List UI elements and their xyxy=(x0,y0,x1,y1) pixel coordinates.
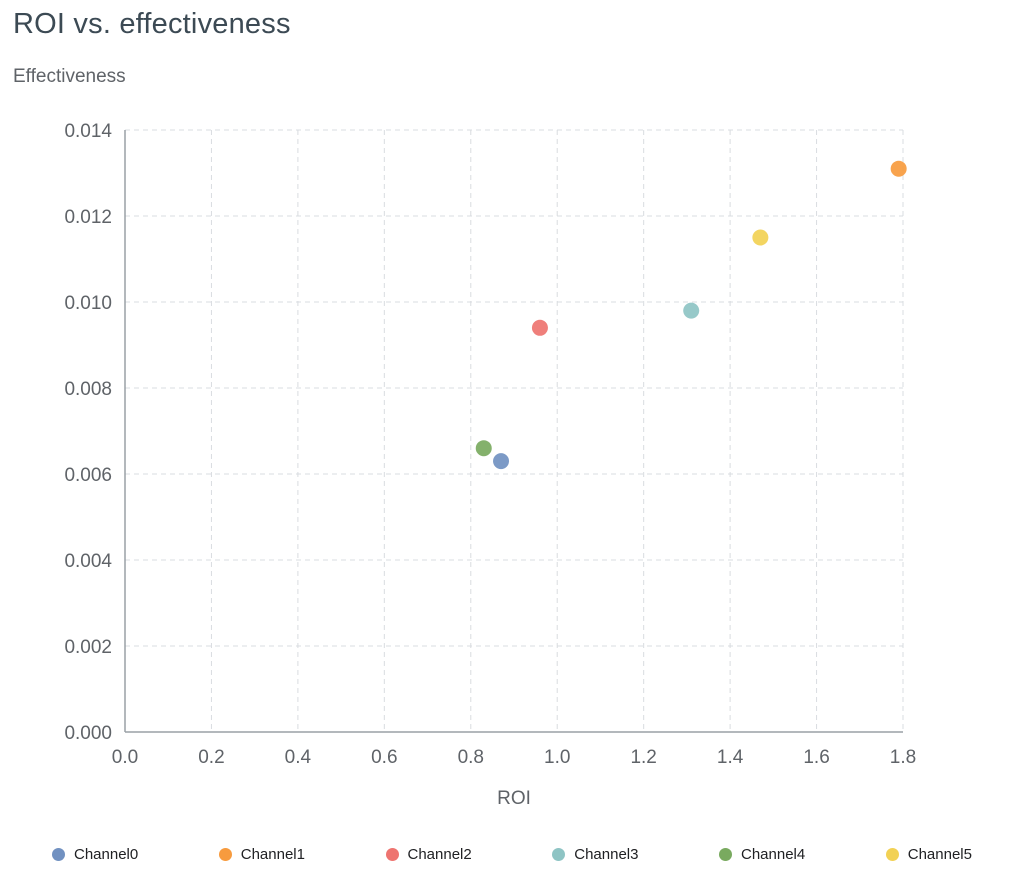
legend-item-channel3[interactable]: Channel3 xyxy=(552,846,638,863)
x-tick-label: 0.6 xyxy=(371,747,397,768)
chart-title: ROI vs. effectiveness xyxy=(13,8,291,40)
legend: Channel0 Channel1 Channel2 Channel3 Channel4… xyxy=(52,846,972,863)
scatter-point-channel4[interactable] xyxy=(475,440,492,457)
legend-label: Channel3 xyxy=(574,846,639,863)
x-tick-label: 1.4 xyxy=(717,747,744,768)
scatter-point-channel3[interactable] xyxy=(683,302,700,319)
y-tick-label: 0.006 xyxy=(64,465,112,486)
x-tick-label: 0.4 xyxy=(285,747,312,768)
x-axis-title: ROI xyxy=(497,788,531,809)
legend-label: Channel5 xyxy=(907,846,972,863)
legend-item-channel0[interactable]: Channel0 xyxy=(52,846,138,863)
x-tick-label: 1.2 xyxy=(630,747,656,768)
x-tick-label: 1.8 xyxy=(890,747,916,768)
legend-dot xyxy=(218,848,232,861)
y-tick-label: 0.000 xyxy=(64,723,112,744)
x-tick-label: 1.0 xyxy=(544,747,570,768)
y-tick-label: 0.002 xyxy=(64,637,112,658)
y-tick-label: 0.004 xyxy=(64,551,112,572)
scatter-point-channel0[interactable] xyxy=(493,453,510,470)
scatter-point-channel1[interactable] xyxy=(890,160,907,177)
scatter-point-channel5[interactable] xyxy=(752,229,769,246)
legend-label: Channel4 xyxy=(741,846,806,863)
legend-dot xyxy=(552,848,566,861)
legend-item-channel5[interactable]: Channel5 xyxy=(885,846,972,863)
legend-item-channel4[interactable]: Channel4 xyxy=(719,846,805,863)
y-tick-label: 0.010 xyxy=(64,293,112,314)
legend-label: Channel1 xyxy=(240,846,305,863)
legend-dot xyxy=(385,848,399,861)
legend-item-channel2[interactable]: Channel2 xyxy=(385,846,472,863)
scatter-plot: 0.0 0.2 0.4 0.6 0.8 1.0 1.2 1.4 1.6 1.8 0.000 0.002… xyxy=(64,121,916,809)
y-tick-label: 0.012 xyxy=(64,207,112,228)
x-tick-label: 0.0 xyxy=(112,747,138,768)
x-tick-label: 1.6 xyxy=(803,747,829,768)
scatter-point-channel2[interactable] xyxy=(531,319,548,336)
y-tick-label: 0.014 xyxy=(64,121,112,142)
legend-label: Channel0 xyxy=(74,846,139,863)
y-axis-title: Effectiveness xyxy=(13,66,126,87)
legend-item-channel1[interactable]: Channel1 xyxy=(218,846,305,863)
legend-dot xyxy=(52,848,65,861)
x-tick-label: 0.8 xyxy=(458,747,484,768)
y-tick-label: 0.008 xyxy=(64,379,112,400)
x-tick-label: 0.2 xyxy=(198,747,224,768)
legend-label: Channel2 xyxy=(407,846,472,863)
legend-dot xyxy=(719,848,732,861)
legend-dot xyxy=(885,848,899,861)
